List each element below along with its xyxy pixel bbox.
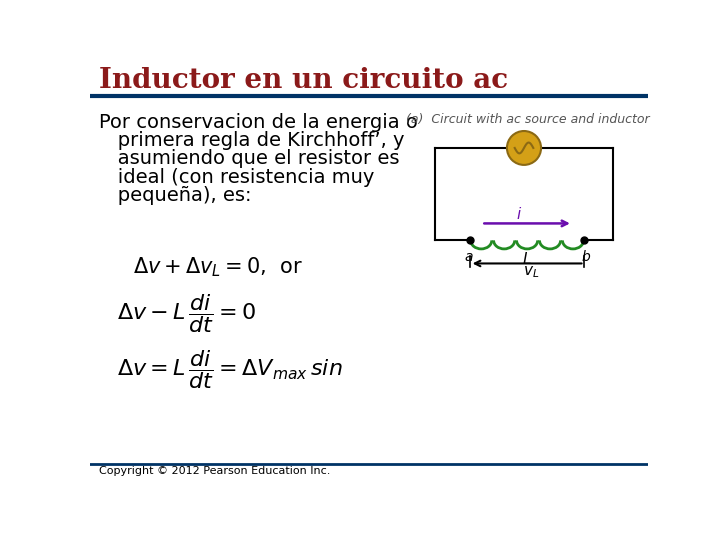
Text: $L$: $L$ [522,251,532,267]
Text: $i$: $i$ [516,206,523,222]
Text: Inductor en un circuito ac: Inductor en un circuito ac [99,67,508,94]
Text: $\Delta v + \Delta v_L = 0$,  or: $\Delta v + \Delta v_L = 0$, or [132,256,302,279]
Text: primera regla de Kirchhoff’, y: primera regla de Kirchhoff’, y [99,131,405,150]
Text: a: a [464,249,472,264]
Text: $\Delta v - L\,\dfrac{di}{dt} = 0$: $\Delta v - L\,\dfrac{di}{dt} = 0$ [117,292,256,335]
Text: asumiendo que el resistor es: asumiendo que el resistor es [99,150,400,168]
Text: Por conservacion de la energia o: Por conservacion de la energia o [99,112,418,132]
Text: Copyright © 2012 Pearson Education Inc.: Copyright © 2012 Pearson Education Inc. [99,467,330,476]
Text: $v_L$: $v_L$ [523,264,539,280]
Text: (a)  Circuit with ac source and inductor: (a) Circuit with ac source and inductor [406,112,650,125]
Text: pequeña), es:: pequeña), es: [99,186,252,205]
Circle shape [507,131,541,165]
Text: $\Delta v = L\,\dfrac{di}{dt} = \Delta V_{max}\,\mathit{sin}$: $\Delta v = L\,\dfrac{di}{dt} = \Delta V… [117,348,343,391]
Text: ideal (con resistencia muy: ideal (con resistencia muy [99,168,374,187]
Text: b: b [582,249,590,264]
